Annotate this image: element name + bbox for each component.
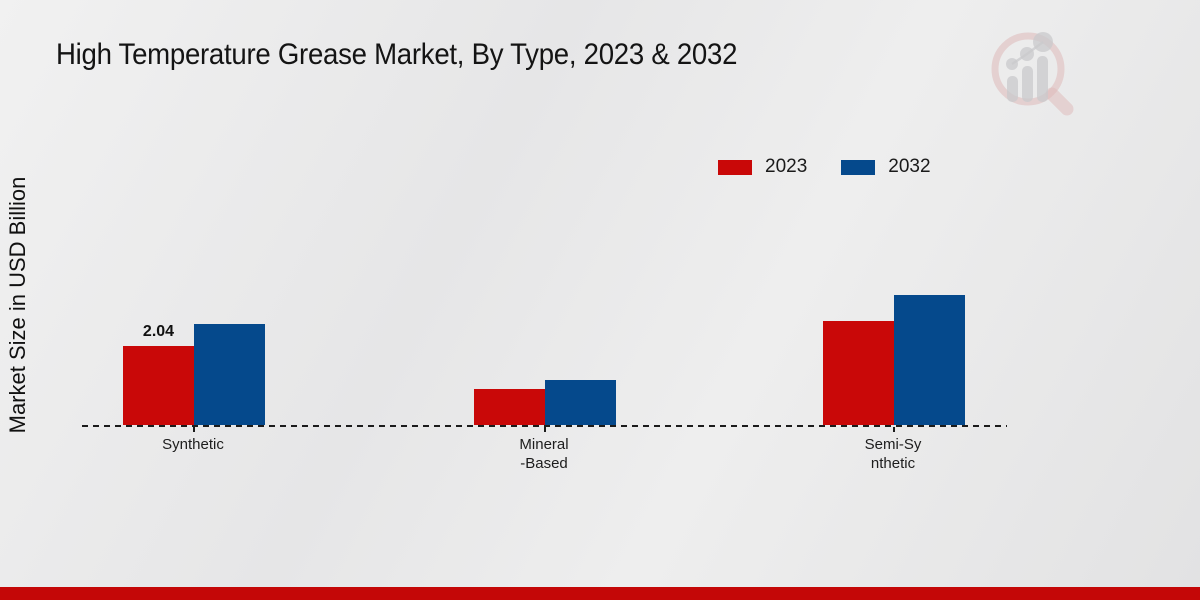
legend-label-2032: 2032 <box>888 156 931 177</box>
bar-2032-category-1 <box>545 380 616 425</box>
bar-2023-category-1 <box>474 389 545 425</box>
legend-label-2023: 2023 <box>765 156 808 177</box>
x-axis-tick <box>193 427 195 432</box>
bar-2032-category-2 <box>894 295 965 425</box>
bar-value-label: 2.04 <box>142 323 175 340</box>
x-axis-baseline <box>82 425 1007 427</box>
bottom-red-strip <box>0 587 1200 600</box>
category-label: Synthetic <box>162 436 224 453</box>
legend-item-2032: 2032 <box>841 156 931 178</box>
category-label: Semi-Sy nthetic <box>864 436 922 472</box>
magnifier-bar-chart-logo-watermark <box>991 32 1074 116</box>
bar-group <box>823 0 965 425</box>
legend: 2023 2032 <box>718 156 931 178</box>
chart-title: High Temperature Grease Market, By Type,… <box>56 38 738 71</box>
legend-swatch-2032 <box>841 159 876 175</box>
bar-2032-category-0 <box>194 324 265 425</box>
bar-group <box>474 0 616 425</box>
plot-area: 2.04 <box>82 0 1007 425</box>
bar-group: 2.04 <box>123 0 265 425</box>
legend-item-2023: 2023 <box>718 156 807 178</box>
category-label: Mineral -Based <box>519 436 569 472</box>
x-axis-tick <box>893 427 895 432</box>
y-axis-label: Market Size in USD Billion <box>5 176 30 434</box>
bar-2023-category-2 <box>823 321 894 425</box>
x-axis-tick <box>544 427 546 432</box>
bar-2023-category-0 <box>123 346 194 425</box>
legend-swatch-2023 <box>718 159 752 175</box>
